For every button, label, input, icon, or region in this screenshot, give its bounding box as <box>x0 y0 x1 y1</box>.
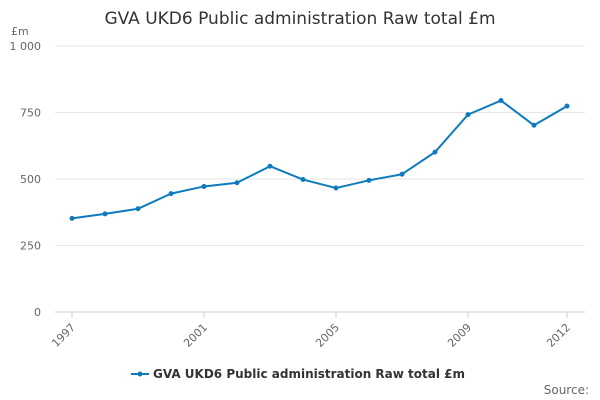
gridlines <box>55 45 585 313</box>
data-point[interactable] <box>399 171 405 177</box>
x-axis: 1997 2001 2005 2009 2012 <box>49 312 573 350</box>
data-point[interactable] <box>366 177 372 183</box>
source-label: Source: <box>544 383 589 397</box>
legend-point-marker <box>137 371 143 377</box>
y-axis-unit-label: £m <box>11 25 29 38</box>
data-point[interactable] <box>465 112 471 118</box>
data-point[interactable] <box>333 185 339 191</box>
y-axis-ticks: 0 250 500 750 1 000 <box>10 40 42 319</box>
data-point[interactable] <box>432 149 438 155</box>
data-point[interactable] <box>102 211 108 217</box>
x-tick-label: 2001 <box>181 321 210 350</box>
data-point[interactable] <box>168 191 174 197</box>
data-point[interactable] <box>135 206 141 212</box>
y-tick-label: 750 <box>20 107 41 120</box>
y-tick-label: 250 <box>20 240 41 253</box>
y-tick-label: 1 000 <box>10 40 42 53</box>
x-tick-label: 1997 <box>49 321 78 350</box>
data-point[interactable] <box>267 163 273 169</box>
legend[interactable]: GVA UKD6 Public administration Raw total… <box>131 367 465 381</box>
chart-title: GVA UKD6 Public administration Raw total… <box>104 9 495 29</box>
x-tick-label: 2012 <box>544 321 573 350</box>
data-point[interactable] <box>564 103 570 109</box>
x-tick-label: 2009 <box>445 321 474 350</box>
legend-label: GVA UKD6 Public administration Raw total… <box>153 367 465 381</box>
data-point[interactable] <box>201 183 207 189</box>
data-point[interactable] <box>234 180 240 186</box>
y-tick-label: 0 <box>34 306 41 319</box>
series-layer <box>69 98 570 221</box>
y-tick-label: 500 <box>20 173 41 186</box>
data-point[interactable] <box>498 98 504 104</box>
series-line <box>71 99 568 220</box>
data-point[interactable] <box>531 122 537 128</box>
data-point[interactable] <box>300 177 306 183</box>
data-point[interactable] <box>69 215 75 221</box>
x-tick-label: 2005 <box>313 321 342 350</box>
